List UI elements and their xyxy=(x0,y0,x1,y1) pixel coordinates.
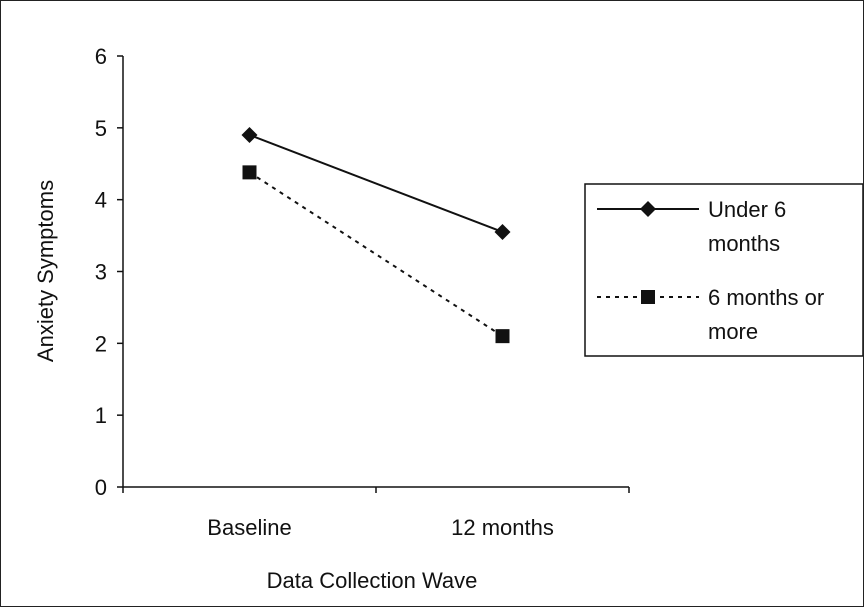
series-1 xyxy=(241,127,511,240)
series-layer xyxy=(241,127,511,344)
x-tick-label: 12 months xyxy=(451,515,554,540)
series-line xyxy=(249,134,503,233)
y-tick-label: 5 xyxy=(95,116,107,141)
x-tick-label: Baseline xyxy=(207,515,291,540)
y-tick-label: 6 xyxy=(95,44,107,69)
y-tick-label: 2 xyxy=(95,331,107,356)
data-point-marker xyxy=(495,329,510,344)
legend-label: 6 months or xyxy=(708,285,824,310)
legend: Under 6 months 6 months or more xyxy=(584,183,864,357)
y-tick-label: 4 xyxy=(95,188,107,213)
x-axis-title: Data Collection Wave xyxy=(267,568,478,593)
series-2 xyxy=(242,165,510,344)
legend-label: more xyxy=(708,319,758,344)
data-point-marker xyxy=(494,223,511,240)
legend-marker xyxy=(641,290,655,304)
axes: 0 1 2 3 4 5 6 Baseline 12 months xyxy=(95,44,630,540)
legend-label: months xyxy=(708,231,780,256)
series-line xyxy=(248,171,504,337)
y-tick-label: 0 xyxy=(95,475,107,500)
y-axis-title: Anxiety Symptoms xyxy=(33,180,58,362)
y-tick-label: 1 xyxy=(95,403,107,428)
y-tick-label: 3 xyxy=(95,260,107,285)
data-point-marker xyxy=(241,127,258,144)
legend-box xyxy=(584,183,864,357)
data-point-marker xyxy=(242,165,257,180)
legend-marker xyxy=(640,201,656,217)
legend-label: Under 6 xyxy=(708,197,786,222)
